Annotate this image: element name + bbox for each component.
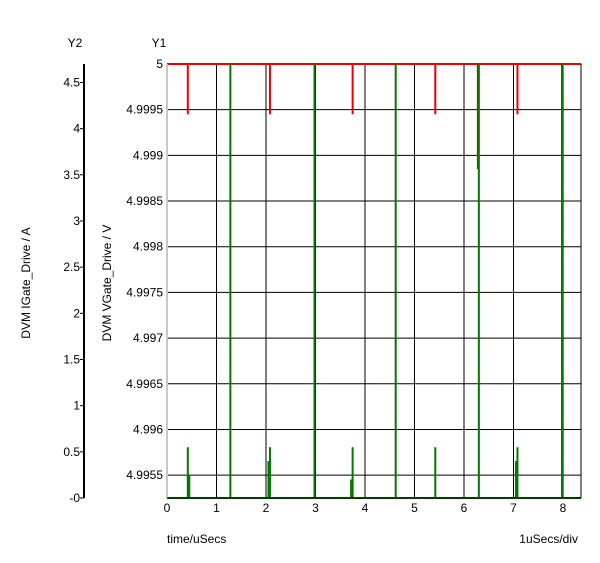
x-scale-label: 1uSecs/div (519, 532, 578, 546)
y1-tick-label: 4.997 (133, 331, 163, 345)
y2-tick-label: 1.5 (63, 352, 80, 366)
y2-tick-label: -0 (69, 491, 80, 505)
x-tick-label: 0 (164, 501, 171, 515)
y2-axis-label: DVM IGate_Drive / A (19, 227, 33, 338)
y2-tick-label: 3.5 (63, 168, 80, 182)
series-layer (167, 63, 581, 499)
x-tick-label: 7 (510, 501, 517, 515)
y1-tick-label: 4.9965 (126, 377, 163, 391)
y1-axis-name: Y1 (152, 36, 167, 50)
grid-lines (166, 63, 581, 498)
y1-tick-label: 4.9985 (126, 194, 163, 208)
x-tick-label: 1 (213, 501, 220, 515)
y2-tick-label: 2.5 (63, 260, 80, 274)
x-tick-label: 2 (263, 501, 270, 515)
y1-tick-label: 4.996 (133, 422, 163, 436)
y2-tick-label: 2 (73, 306, 80, 320)
y2-axis-name: Y2 (68, 36, 83, 50)
y2-tick-label: 4 (73, 122, 80, 136)
x-tick-label: 3 (312, 501, 319, 515)
y1-tick-label: 4.998 (133, 240, 163, 254)
y2-tick-label: 0.5 (63, 445, 80, 459)
axes-layer: 54.99954.9994.99854.9984.99754.9974.9965… (63, 57, 582, 515)
x-tick-label: 6 (461, 501, 468, 515)
x-tick-label: 5 (411, 501, 418, 515)
y1-tick-label: 4.9955 (126, 468, 163, 482)
x-tick-label: 4 (362, 501, 369, 515)
y1-tick-label: 4.9975 (126, 285, 163, 299)
y1-axis-label: DVM VGate_Drive / V (100, 225, 114, 342)
y1-tick-label: 4.9995 (126, 103, 163, 117)
x-axis-label: time/uSecs (167, 532, 226, 546)
y2-tick-label: 1 (73, 399, 80, 413)
y1-tick-label: 4.999 (133, 148, 163, 162)
y1-tick-label: 5 (156, 57, 163, 71)
y2-tick-label: 3 (73, 214, 80, 228)
x-tick-label: 8 (560, 501, 567, 515)
y2-tick-label: 4.5 (63, 75, 80, 89)
